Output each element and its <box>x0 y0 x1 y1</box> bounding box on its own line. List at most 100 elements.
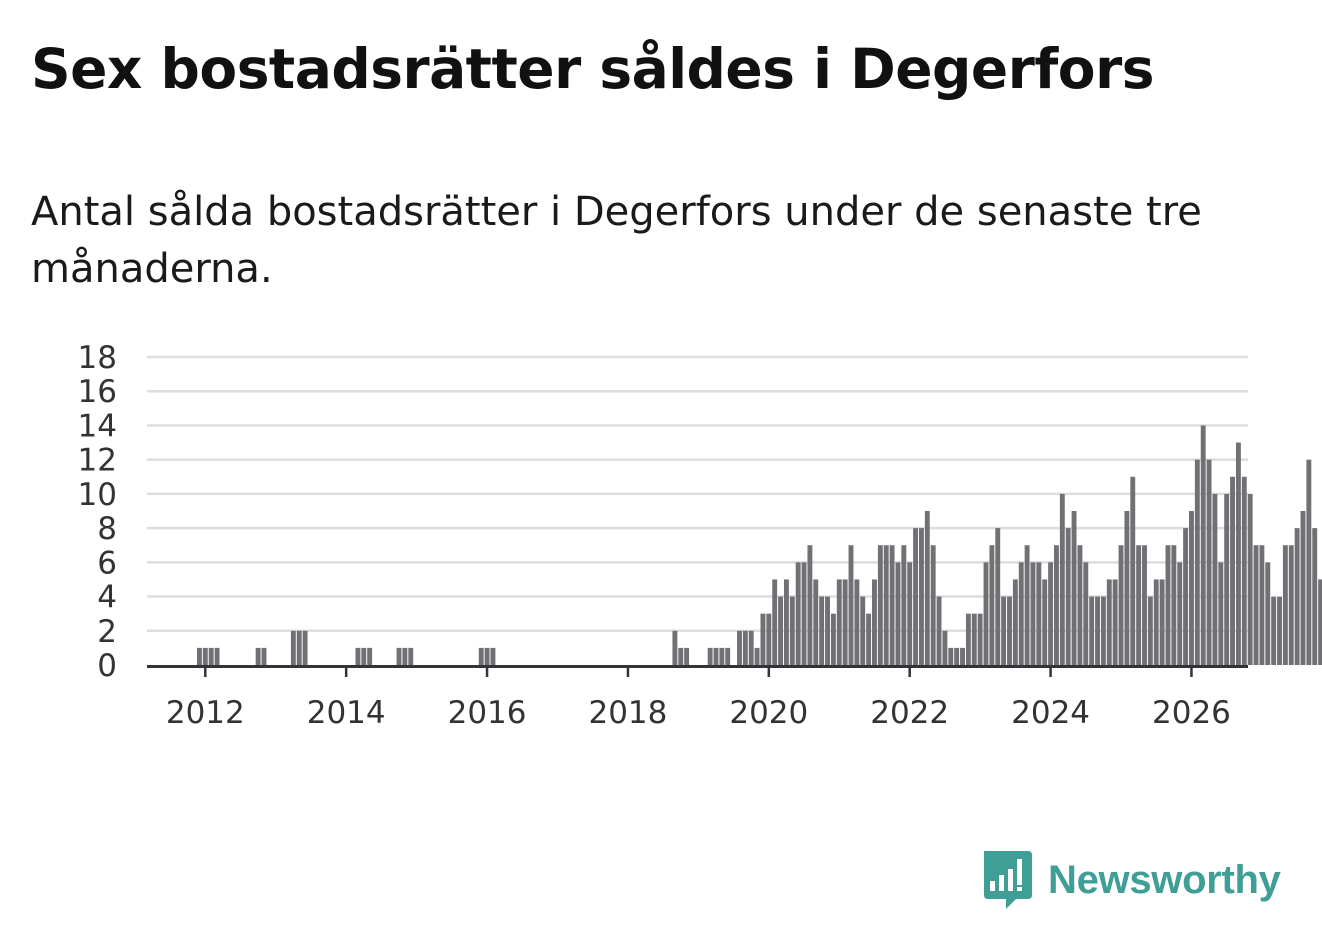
bar <box>713 647 719 665</box>
x-tick-label: 2024 <box>1011 695 1090 731</box>
bar <box>848 545 854 665</box>
bar <box>1189 511 1194 665</box>
bar <box>1194 459 1200 665</box>
bar <box>1271 596 1277 665</box>
bar <box>766 613 772 665</box>
bar <box>355 647 361 665</box>
bar <box>1230 476 1235 665</box>
bar <box>396 647 402 665</box>
bar <box>1130 476 1136 665</box>
y-tick-label: 2 <box>97 614 117 650</box>
bar <box>1018 562 1024 665</box>
bar <box>795 562 801 665</box>
bar <box>1024 545 1030 665</box>
bar <box>930 545 936 665</box>
bar <box>783 579 789 665</box>
bar <box>208 647 214 665</box>
bar <box>924 511 930 665</box>
bar <box>772 579 778 665</box>
bar <box>801 562 807 665</box>
bar <box>948 647 954 665</box>
bar <box>1200 425 1206 665</box>
bar <box>1183 528 1189 665</box>
x-tick-label: 2016 <box>448 695 527 731</box>
bar <box>1083 562 1089 665</box>
bar <box>995 528 1001 665</box>
chart-gridlines <box>147 355 1248 633</box>
x-tick-label: 2026 <box>1152 695 1231 731</box>
bar <box>742 630 748 665</box>
bar <box>1065 528 1071 665</box>
chart-bars <box>196 425 1322 665</box>
bar <box>907 562 913 665</box>
bar <box>989 545 995 665</box>
bar <box>1218 562 1224 665</box>
bar <box>1212 493 1218 665</box>
bar <box>290 630 296 665</box>
bar <box>1106 579 1112 665</box>
bar <box>954 647 960 665</box>
bar <box>1054 545 1059 665</box>
bar <box>707 647 713 665</box>
y-tick-label: 6 <box>97 545 117 581</box>
bar <box>367 647 373 665</box>
bar <box>719 647 725 665</box>
bar <box>672 630 678 665</box>
newsworthy-logo-text: Newsworthy <box>1048 857 1281 902</box>
bar <box>1171 545 1177 665</box>
bar <box>196 647 202 665</box>
bar <box>1159 579 1165 665</box>
bar <box>866 613 872 665</box>
bar <box>836 579 842 665</box>
page-title: Sex bostadsrätter såldes i Degerfors <box>31 37 1154 101</box>
bar <box>1071 511 1077 665</box>
bar <box>1259 545 1265 665</box>
bar <box>860 596 866 665</box>
bar <box>1059 493 1065 665</box>
bar <box>965 613 971 665</box>
x-tick-label: 2020 <box>729 695 808 731</box>
y-tick-label: 10 <box>78 477 117 513</box>
bar <box>684 647 690 665</box>
bar <box>854 579 860 665</box>
x-axis-labels: 2012 2014 2016 2018 2020 2022 2024 2026 <box>166 668 1231 731</box>
bar <box>1247 493 1253 665</box>
bar <box>918 528 924 665</box>
bar <box>361 647 367 665</box>
bar <box>830 613 836 665</box>
bar <box>895 562 901 665</box>
bar <box>408 647 414 665</box>
bar <box>1036 562 1042 665</box>
bar <box>754 647 760 665</box>
bar <box>1089 596 1095 665</box>
bar <box>725 647 731 665</box>
bar <box>983 562 989 665</box>
bar <box>872 579 877 665</box>
bar <box>1147 596 1153 665</box>
bar <box>960 647 965 665</box>
y-tick-label: 4 <box>97 580 117 616</box>
bar <box>1300 511 1306 665</box>
bar <box>255 647 261 665</box>
bar <box>1136 545 1142 665</box>
bar <box>202 647 208 665</box>
bar <box>478 647 484 665</box>
bar <box>913 528 919 665</box>
bar <box>1294 528 1300 665</box>
bar <box>490 647 496 665</box>
bar <box>877 545 883 665</box>
bar <box>214 647 220 665</box>
bar <box>901 545 907 665</box>
bar <box>1206 459 1212 665</box>
bar <box>1241 476 1247 665</box>
bar <box>1282 545 1288 665</box>
page-subtitle: Antal sålda bostadsrätter i Degerfors un… <box>31 189 1202 292</box>
bar <box>402 647 408 665</box>
bar <box>1312 528 1318 665</box>
bar <box>977 613 983 665</box>
bar <box>1153 579 1159 665</box>
bar <box>748 630 754 665</box>
newsworthy-logo: Newsworthy <box>980 848 1281 912</box>
bar <box>1165 545 1171 665</box>
